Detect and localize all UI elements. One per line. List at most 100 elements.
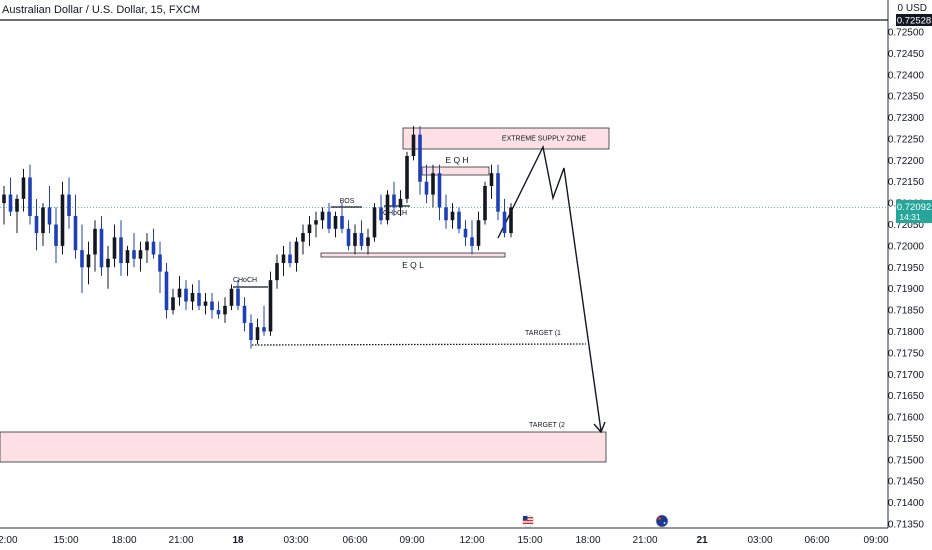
candle[interactable] [184,280,188,311]
candle[interactable] [502,198,507,238]
candle[interactable] [34,198,39,251]
candle[interactable] [411,126,416,161]
candle[interactable] [47,186,52,234]
target-1-line[interactable] [251,343,587,346]
candle[interactable] [15,194,19,234]
candle[interactable] [346,220,351,251]
candle[interactable] [60,181,65,255]
candle[interactable] [2,186,6,225]
candle[interactable] [197,280,201,311]
candle[interactable] [418,126,422,195]
symbol-title[interactable]: Australian Dollar / U.S. Dollar, 15, FXC… [2,4,201,16]
candle[interactable] [21,168,26,212]
candle[interactable] [236,280,240,311]
candle[interactable] [223,297,227,323]
candle[interactable] [320,207,325,229]
candle[interactable] [307,215,312,246]
candle[interactable] [249,314,253,349]
candle[interactable] [281,245,286,276]
candle[interactable] [431,164,435,208]
candle[interactable] [489,164,494,199]
candle[interactable] [457,207,461,234]
candle[interactable] [392,181,396,216]
candle[interactable] [145,233,149,264]
candle[interactable] [262,305,266,336]
candle[interactable] [125,245,130,276]
candle-body [80,250,84,268]
au-flag-event-icon[interactable] [655,514,669,528]
candle[interactable] [437,164,442,221]
candle-body [67,194,71,216]
candle[interactable] [54,207,58,264]
candle[interactable] [210,292,214,319]
last-price-badge[interactable]: 0.72092 14:31 [896,200,932,223]
price-axis[interactable]: 0 USD 0.72500 0.72450 0.72400 0.72350 0.7230… [887,0,927,531]
candle-body [444,207,448,221]
candle[interactable] [398,190,403,216]
candle[interactable] [119,220,123,276]
candle[interactable] [190,284,195,311]
candle[interactable] [444,194,448,229]
candle[interactable] [67,177,71,229]
candle[interactable] [164,263,169,319]
candle[interactable] [151,228,156,259]
x-tick-label: 12:00 [0,535,18,546]
candle[interactable] [158,241,162,293]
us-flag-event-icon[interactable] [521,514,535,528]
candle[interactable] [275,254,279,289]
candle[interactable] [93,220,97,272]
candle[interactable] [41,203,45,246]
candle[interactable] [450,203,455,229]
candle[interactable] [229,284,234,311]
time-axis[interactable]: 12:00 15:00 18:00 21:00 18 03:00 06:00 09:00 12:… [0,527,889,546]
candle[interactable] [112,224,117,268]
candle[interactable] [353,224,357,255]
candle-body [483,186,487,221]
projection-path[interactable] [497,144,602,432]
candle[interactable] [314,211,318,238]
top-price-value: 0.72528 [897,16,931,27]
top-price-badge-bg [896,14,932,26]
candle[interactable] [80,224,84,293]
candle[interactable] [327,203,331,234]
candle[interactable] [268,271,273,336]
candle[interactable] [463,220,468,246]
target-2-zone[interactable] [0,431,607,463]
candle[interactable] [470,220,474,255]
candle[interactable] [138,241,143,272]
candle[interactable] [405,151,409,204]
candle[interactable] [255,318,260,345]
candle[interactable] [476,211,481,251]
eqh-zone[interactable] [421,166,490,176]
candle[interactable] [28,164,32,225]
extreme-supply-zone[interactable] [402,127,610,150]
candle[interactable] [366,228,370,255]
candle[interactable] [340,203,344,234]
candle[interactable] [106,245,110,289]
candle[interactable] [99,215,104,276]
candle[interactable] [86,241,91,285]
candle[interactable] [242,297,247,332]
eql-zone[interactable] [320,252,506,258]
candle[interactable] [73,194,78,259]
candle[interactable] [496,164,500,221]
candle[interactable] [509,203,513,238]
candle[interactable] [177,275,182,306]
candle[interactable] [424,164,429,204]
candle[interactable] [132,233,136,268]
candle[interactable] [288,241,292,268]
candle[interactable] [216,301,221,319]
candle[interactable] [203,292,208,315]
candle[interactable] [359,220,364,251]
candle[interactable] [333,211,338,238]
candle[interactable] [379,194,383,225]
top-price-badge[interactable]: 0.72528 [896,14,932,27]
candle[interactable] [301,224,305,255]
candle[interactable] [372,203,377,242]
candle[interactable] [171,288,175,315]
candle[interactable] [483,181,487,225]
candle[interactable] [8,177,13,216]
candle[interactable] [294,237,299,272]
candle[interactable] [385,190,390,225]
